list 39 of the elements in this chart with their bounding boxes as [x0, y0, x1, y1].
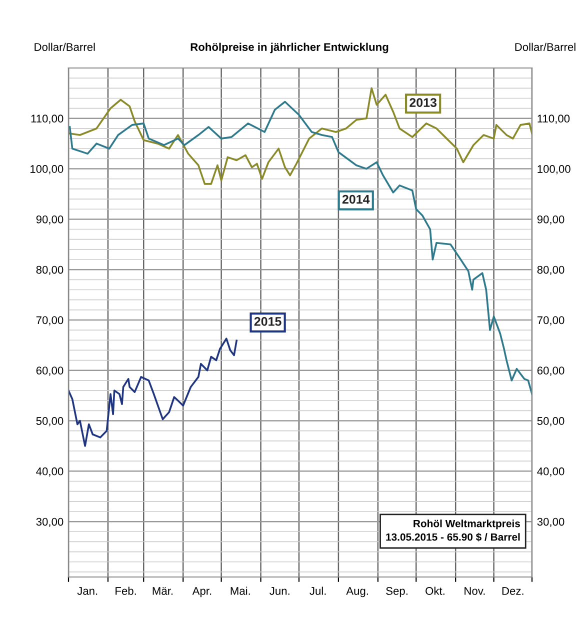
line-series: [68, 87, 532, 185]
annotation: Rohöl Weltmarktpreis 13.05.2015 - 65.90 $ / Barrel: [386, 520, 520, 542]
x-tick-label: Apr.: [192, 587, 212, 598]
line-series: [68, 338, 238, 447]
y2-tick-label: 70,00: [537, 316, 564, 326]
y2-tick-label: 40,00: [537, 467, 564, 477]
series-label: 2013: [410, 98, 437, 108]
y-axis-title: Dollar/Barrel: [34, 42, 95, 51]
x-tick-label: Okt.: [426, 586, 444, 595]
x-tick-label: Mai.: [230, 586, 250, 595]
y-tick-label: 80,00: [36, 266, 64, 276]
y-tick-label: 60,00: [36, 366, 64, 376]
x-tick-label: Sep.: [386, 587, 408, 598]
y-tick-label: 50,00: [36, 417, 64, 426]
y-tick-label: 110,00: [31, 114, 64, 124]
x-tick-label: Nov.: [464, 587, 485, 595]
series-label: 2014: [342, 194, 370, 204]
x-tick-label: Dez.: [502, 587, 524, 595]
x-tick-label: Jul.: [310, 586, 326, 595]
y2-tick-label: 80,00: [537, 266, 564, 276]
x-tick-label: Mär.: [152, 587, 173, 595]
series-label: 2015: [254, 317, 282, 326]
y-tick-label: 70,00: [36, 316, 64, 326]
x-tick-label: Jun.: [270, 587, 290, 595]
y-tick-label: 30,00: [36, 518, 64, 528]
chart-title: Rohölpreise in jährlicher Entwicklung: [190, 42, 388, 54]
y2-tick-label: 110,00: [538, 114, 570, 124]
x-tick-label: Aug.: [346, 587, 368, 598]
y2-tick-label: 60,00: [537, 366, 564, 376]
y2-tick-label: 30,00: [537, 518, 564, 528]
x-tick-label: Jan.: [77, 587, 98, 595]
y2-axis-title: Dollar/Barrel: [515, 42, 576, 51]
x-tick-label: Feb.: [116, 586, 136, 595]
y2-tick-label: 50,00: [537, 417, 564, 426]
y2-tick-label: 90,00: [537, 215, 564, 225]
y-tick-label: 100,00: [30, 165, 64, 174]
y-tick-label: 40,00: [36, 467, 64, 477]
y-tick-label: 90,00: [36, 215, 64, 225]
y2-tick-label: 100,00: [538, 165, 570, 174]
